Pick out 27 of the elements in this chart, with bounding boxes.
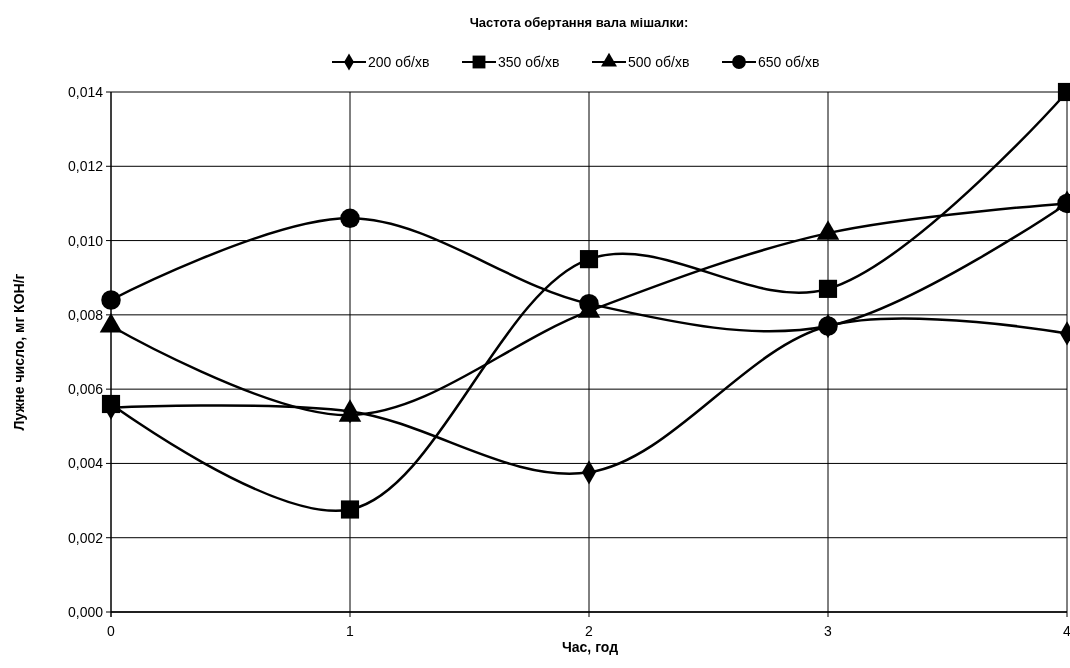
x-axis-title: Час, год: [561, 639, 619, 655]
legend-label: 650 об/хв: [758, 54, 820, 70]
x-tick-label: 4: [1063, 623, 1070, 639]
y-tick-label: 0,008: [67, 306, 104, 323]
y-axis-title: Лужне число, мг КОН/г: [11, 273, 27, 431]
point: [818, 279, 838, 298]
x-tick-label: 3: [824, 623, 833, 639]
x-tick-label: 2: [585, 623, 594, 639]
y-tick-label: 0,006: [67, 381, 104, 398]
point: [579, 293, 599, 314]
legend-label: 500 об/хв: [628, 54, 690, 70]
legend-label: 200 об/хв: [368, 54, 430, 70]
y-tick-label: 0,004: [67, 455, 104, 472]
y-tick-label: 0,000: [67, 604, 104, 620]
y-tick-label: 0,012: [67, 158, 104, 175]
y-tick-label: 0,014: [67, 84, 104, 100]
point: [101, 290, 121, 310]
point: [579, 250, 599, 269]
x-tick-label: 1: [346, 623, 355, 639]
y-tick-label: 0,002: [67, 529, 104, 546]
point: [101, 394, 121, 414]
point: [340, 208, 360, 229]
chart-title: Частота обертання вала мішалки:: [469, 15, 689, 30]
x-tick-label: 0: [107, 623, 116, 639]
legend-label: 350 об/хв: [498, 54, 560, 70]
y-tick-label: 0,010: [67, 232, 104, 249]
point: [340, 500, 360, 519]
